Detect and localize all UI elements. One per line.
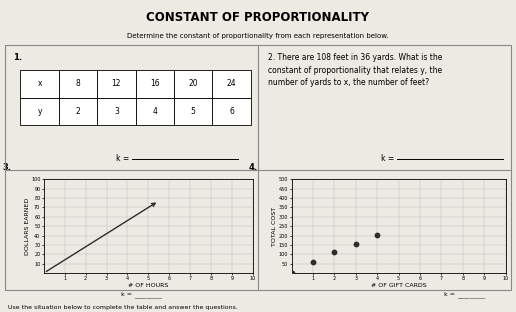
Y-axis label: TOTAL COST: TOTAL COST — [272, 207, 277, 246]
Bar — [174, 70, 213, 98]
Text: 12: 12 — [111, 80, 121, 88]
Bar — [20, 98, 59, 125]
Point — [352, 241, 360, 246]
Text: 20: 20 — [188, 80, 198, 88]
Text: Use the situation below to complete the table and answer the questions.: Use the situation below to complete the … — [8, 305, 237, 310]
Text: y: y — [37, 107, 42, 116]
Text: 4.: 4. — [249, 163, 258, 172]
Text: k =: k = — [121, 292, 134, 297]
X-axis label: # OF GIFT CARDS: # OF GIFT CARDS — [371, 283, 426, 288]
Bar — [213, 98, 251, 125]
Text: 2: 2 — [76, 107, 80, 116]
Bar — [97, 98, 136, 125]
Text: 3.: 3. — [2, 163, 11, 172]
Bar — [59, 98, 97, 125]
Text: 5: 5 — [191, 107, 196, 116]
Bar — [213, 70, 251, 98]
Text: k =: k = — [116, 154, 132, 163]
Point — [330, 250, 338, 255]
Text: 2. There are 108 feet in 36 yards. What is the
constant of proportionality that : 2. There are 108 feet in 36 yards. What … — [268, 53, 443, 87]
Text: k =: k = — [381, 154, 397, 163]
Bar — [174, 98, 213, 125]
Bar — [59, 70, 97, 98]
Text: 6: 6 — [229, 107, 234, 116]
Text: _________: _________ — [457, 294, 486, 299]
Text: k =: k = — [444, 292, 457, 297]
Point — [287, 271, 296, 275]
Y-axis label: DOLLARS EARNED: DOLLARS EARNED — [25, 197, 29, 255]
Text: 24: 24 — [227, 80, 236, 88]
Text: 4: 4 — [152, 107, 157, 116]
Bar — [97, 70, 136, 98]
Point — [309, 259, 317, 264]
Text: 16: 16 — [150, 80, 159, 88]
Text: CONSTANT OF PROPORTIONALITY: CONSTANT OF PROPORTIONALITY — [147, 11, 369, 24]
Text: x: x — [37, 80, 42, 88]
Bar — [136, 70, 174, 98]
Point — [373, 232, 381, 237]
Bar — [136, 98, 174, 125]
Text: 3: 3 — [114, 107, 119, 116]
Text: _________: _________ — [134, 294, 163, 299]
Bar — [20, 70, 59, 98]
Text: 8: 8 — [76, 80, 80, 88]
Text: 1.: 1. — [13, 53, 22, 62]
Text: Determine the constant of proportionality from each representation below.: Determine the constant of proportionalit… — [127, 33, 389, 39]
X-axis label: # OF HOURS: # OF HOURS — [128, 283, 169, 288]
